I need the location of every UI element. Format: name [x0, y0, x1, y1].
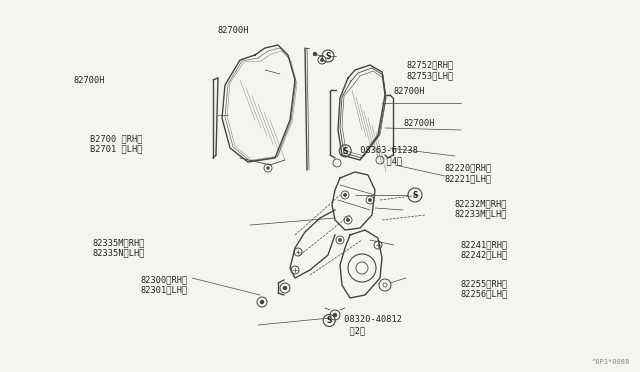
Circle shape [284, 286, 287, 289]
Text: S: S [342, 147, 348, 156]
Circle shape [267, 167, 269, 169]
Text: B2700 〈RH〉
B2701 〈LH〉: B2700 〈RH〉 B2701 〈LH〉 [90, 134, 142, 153]
Text: 82241〈RH〉
82242〈LH〉: 82241〈RH〉 82242〈LH〉 [461, 240, 508, 259]
Text: 82700H: 82700H [403, 119, 435, 128]
Circle shape [314, 52, 317, 55]
Text: 08320-40812
  〨2〩: 08320-40812 〨2〩 [339, 315, 402, 335]
Circle shape [321, 59, 323, 61]
Text: 82700H: 82700H [74, 76, 105, 85]
Text: 82255〈RH〉
82256〈LH〉: 82255〈RH〉 82256〈LH〉 [461, 279, 508, 298]
Text: 82300〈RH〉
82301〈LH〉: 82300〈RH〉 82301〈LH〉 [141, 275, 188, 295]
Circle shape [333, 314, 337, 317]
Text: 82700H: 82700H [394, 87, 425, 96]
Text: 82335M〈RH〉
82335N〈LH〉: 82335M〈RH〉 82335N〈LH〉 [93, 238, 145, 257]
Text: 82232M〈RH〉
82233M〈LH〉: 82232M〈RH〉 82233M〈LH〉 [454, 199, 507, 218]
Text: 82752〈RH〉
82753〈LH〉: 82752〈RH〉 82753〈LH〉 [406, 61, 454, 80]
Circle shape [347, 219, 349, 221]
Text: S: S [412, 191, 418, 200]
Text: 82700H: 82700H [218, 26, 249, 35]
Text: 08363-61238
      〨4〩: 08363-61238 〨4〩 [355, 146, 418, 165]
Text: S: S [326, 317, 332, 326]
Text: S: S [325, 52, 331, 61]
Text: 82220〈RH〉
82221〈LH〉: 82220〈RH〉 82221〈LH〉 [445, 164, 492, 183]
Text: ^8P3*0088: ^8P3*0088 [592, 359, 630, 365]
Circle shape [344, 194, 346, 196]
Circle shape [260, 301, 264, 304]
Circle shape [339, 239, 341, 241]
Circle shape [369, 199, 371, 201]
